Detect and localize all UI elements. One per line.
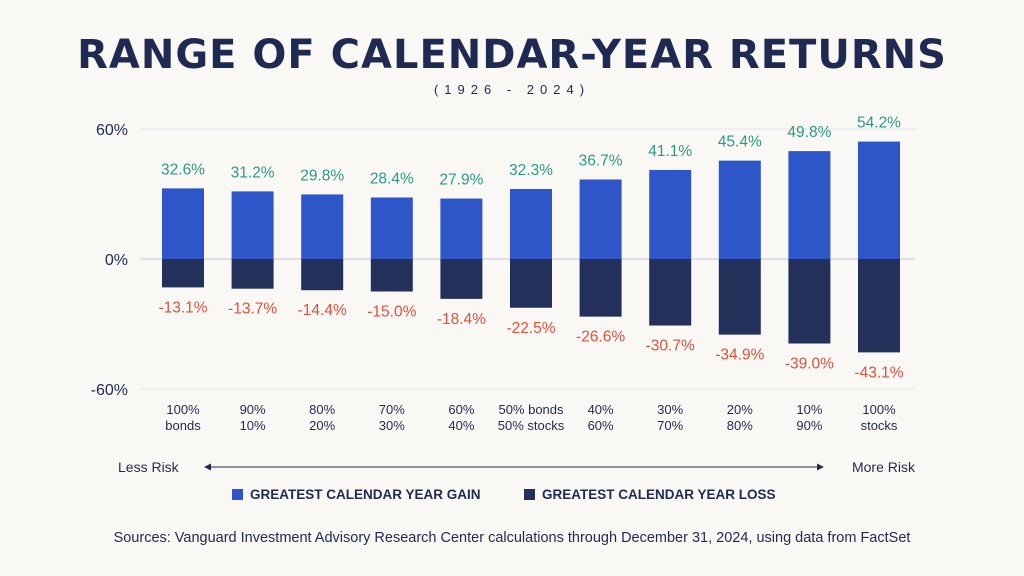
gain-data-label: 27.9% bbox=[439, 172, 483, 189]
gain-bar bbox=[370, 197, 413, 259]
risk-arrow-left-head bbox=[204, 463, 211, 471]
loss-data-label: -13.7% bbox=[228, 301, 277, 318]
x-tick-label: 80% bbox=[727, 418, 753, 433]
y-tick-label: -60% bbox=[91, 382, 128, 399]
loss-bar bbox=[510, 259, 552, 308]
x-tick-label: 90% bbox=[796, 418, 822, 433]
x-tick-label: 100% bbox=[166, 402, 200, 417]
y-tick-label: 0% bbox=[105, 252, 128, 269]
loss-bar bbox=[788, 259, 831, 344]
x-tick-label: bonds bbox=[165, 418, 201, 433]
risk-arrow-right-head bbox=[817, 463, 824, 471]
legend-loss-swatch bbox=[524, 489, 535, 500]
gain-bar bbox=[718, 160, 761, 259]
x-tick-label: 20% bbox=[309, 418, 335, 433]
x-tick-label: 50% bonds bbox=[498, 402, 564, 417]
gain-data-label: 31.2% bbox=[231, 164, 275, 181]
chart-title: RANGE OF CALENDAR-YEAR RETURNS bbox=[77, 32, 947, 78]
x-tick-label: 90% bbox=[240, 402, 266, 417]
gain-bar bbox=[162, 188, 204, 259]
source-footnote: Sources: Vanguard Investment Advisory Re… bbox=[113, 530, 911, 546]
loss-bar bbox=[718, 259, 761, 335]
gain-data-label: 45.4% bbox=[718, 134, 762, 151]
gain-data-label: 54.2% bbox=[857, 115, 901, 132]
gain-data-label: 28.4% bbox=[370, 170, 414, 187]
gain-bar bbox=[301, 194, 344, 259]
bar-chart: 60%0%-60%32.6%-13.1%100%bonds31.2%-13.7%… bbox=[91, 115, 916, 502]
legend-gain-label: GREATEST CALENDAR YEAR GAIN bbox=[250, 487, 481, 502]
more-risk-label: More Risk bbox=[852, 459, 916, 475]
loss-data-label: -34.9% bbox=[715, 347, 764, 364]
less-risk-label: Less Risk bbox=[118, 459, 180, 475]
x-tick-label: 50% stocks bbox=[498, 418, 565, 433]
loss-bar bbox=[579, 259, 622, 317]
loss-bar bbox=[440, 259, 483, 299]
x-tick-label: 60% bbox=[588, 418, 614, 433]
chart-subtitle: (1926 - 2024) bbox=[433, 82, 591, 97]
x-tick-label: 70% bbox=[657, 418, 683, 433]
gain-bar bbox=[788, 151, 831, 259]
x-tick-label: 40% bbox=[448, 418, 474, 433]
gain-bar bbox=[231, 191, 274, 259]
loss-data-label: -39.0% bbox=[785, 356, 834, 373]
legend-loss-label: GREATEST CALENDAR YEAR LOSS bbox=[542, 487, 776, 502]
loss-data-label: -22.5% bbox=[506, 320, 555, 337]
gain-data-label: 29.8% bbox=[300, 167, 344, 184]
loss-bar bbox=[301, 259, 344, 291]
gain-bar bbox=[649, 169, 692, 259]
x-tick-label: 30% bbox=[657, 402, 683, 417]
gain-data-label: 41.1% bbox=[648, 143, 692, 160]
x-tick-label: 10% bbox=[796, 402, 822, 417]
x-tick-label: 10% bbox=[240, 418, 266, 433]
loss-data-label: -43.1% bbox=[854, 364, 903, 381]
loss-bar bbox=[370, 259, 413, 292]
x-tick-label: 40% bbox=[588, 402, 614, 417]
loss-data-label: -13.1% bbox=[158, 299, 207, 316]
loss-data-label: -26.6% bbox=[576, 329, 625, 346]
x-tick-label: 70% bbox=[379, 402, 405, 417]
loss-bar bbox=[858, 259, 900, 353]
x-tick-label: 20% bbox=[727, 402, 753, 417]
x-tick-label: 80% bbox=[309, 402, 335, 417]
legend-gain-swatch bbox=[232, 489, 243, 500]
x-tick-label: 30% bbox=[379, 418, 405, 433]
loss-bar bbox=[649, 259, 692, 326]
loss-data-label: -18.4% bbox=[437, 311, 486, 328]
gain-data-label: 32.6% bbox=[161, 161, 205, 178]
gain-bar bbox=[858, 141, 900, 259]
y-tick-label: 60% bbox=[96, 122, 128, 139]
x-tick-label: stocks bbox=[861, 418, 898, 433]
gain-data-label: 36.7% bbox=[579, 152, 623, 169]
x-tick-label: 100% bbox=[862, 402, 896, 417]
gain-bar bbox=[579, 179, 622, 259]
loss-data-label: -30.7% bbox=[646, 338, 695, 355]
x-tick-label: 60% bbox=[448, 402, 474, 417]
loss-data-label: -14.4% bbox=[298, 302, 347, 319]
loss-bar bbox=[162, 259, 204, 288]
gain-data-label: 32.3% bbox=[509, 162, 553, 179]
gain-bar bbox=[440, 198, 483, 259]
gain-data-label: 49.8% bbox=[787, 124, 831, 141]
gain-bar bbox=[510, 189, 552, 259]
loss-bar bbox=[231, 259, 274, 289]
loss-data-label: -15.0% bbox=[367, 304, 416, 321]
